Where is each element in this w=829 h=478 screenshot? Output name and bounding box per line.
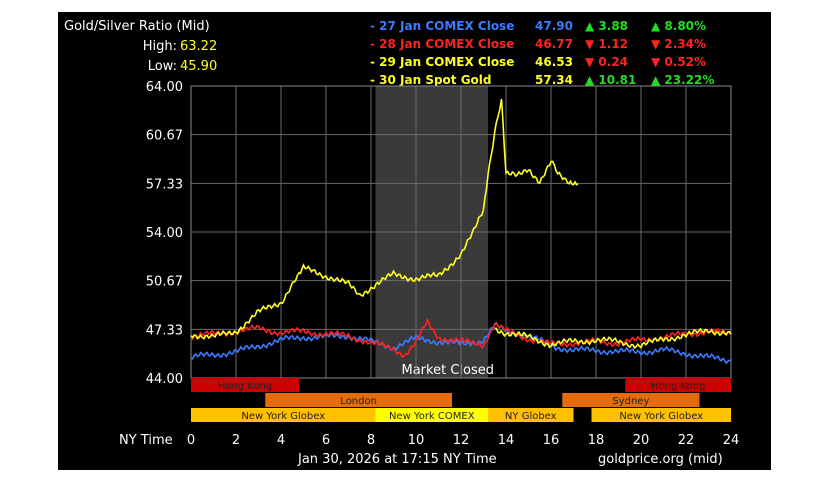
chart-frame: Gold/Silver Ratio (Mid) High: 63.22 Low:… — [58, 12, 771, 470]
session-bar — [265, 393, 452, 407]
legend-change: ▲ 10.81 — [585, 73, 636, 87]
session-bar — [591, 408, 731, 422]
x-tick-label: 8 — [367, 433, 375, 448]
low-label: Low: — [148, 59, 177, 74]
legend-pct: ▲ 23.22% — [651, 73, 714, 87]
legend-label: - 27 Jan COMEX Close — [370, 19, 514, 33]
session-label: NY Globex — [505, 411, 557, 422]
y-tick-label: 57.33 — [146, 177, 183, 192]
x-tick-label: 14 — [498, 433, 515, 448]
legend-label: - 28 Jan COMEX Close — [370, 37, 514, 51]
session-label: Hong Kong — [218, 381, 272, 392]
series-line — [190, 317, 732, 358]
y-tick-label: 50.67 — [146, 275, 183, 290]
session-label: New York Globex — [241, 411, 325, 422]
grid — [190, 85, 732, 379]
low-value: 45.90 — [180, 59, 217, 74]
session-label: London — [340, 396, 377, 407]
session-bar — [562, 393, 700, 407]
x-tick-label: 22 — [678, 433, 695, 448]
series-line — [494, 327, 732, 350]
x-tick-label: 10 — [408, 433, 425, 448]
plot-border — [190, 85, 732, 379]
session-bar — [375, 408, 488, 422]
y-tick-label: 44.00 — [146, 372, 183, 387]
session-label: New York COMEX — [389, 411, 475, 422]
market-closed-label: Market Closed — [402, 363, 495, 378]
footer-source: goldprice.org (mid) — [598, 452, 723, 467]
session-label: Hong Kong — [651, 381, 705, 392]
series-line — [190, 98, 579, 341]
legend-value: 46.77 — [535, 37, 573, 51]
x-tick-label: 24 — [723, 433, 740, 448]
legend-change: ▲ 3.88 — [585, 19, 628, 33]
footer-time: Jan 30, 2026 at 17:15 NY Time — [297, 452, 497, 467]
high-label: High: — [143, 39, 177, 54]
session-bar — [191, 378, 299, 392]
legend-pct: ▲ 8.80% — [651, 19, 706, 33]
session-bar — [191, 408, 376, 422]
legend-label: - 29 Jan COMEX Close — [370, 55, 514, 69]
legend-pct: ▼ 0.52% — [651, 55, 706, 69]
high-value: 63.22 — [180, 39, 217, 54]
x-tick-label: 4 — [277, 433, 285, 448]
x-tick-label: 6 — [322, 433, 330, 448]
x-tick-label: 2 — [232, 433, 240, 448]
legend-value: 57.34 — [535, 73, 573, 87]
x-tick-label: 18 — [588, 433, 605, 448]
session-bar — [488, 408, 574, 422]
chart-title: Gold/Silver Ratio (Mid) — [64, 19, 210, 34]
series-lines — [190, 98, 732, 365]
x-axis-label: NY Time — [119, 433, 173, 448]
legend: - 27 Jan COMEX Close 47.90 ▲ 3.88 ▲ 8.80% - … — [370, 19, 714, 87]
x-axis-ticks: 0 2 4 6 8 10 12 14 16 18 20 22 24 — [187, 433, 739, 448]
session-label: Sydney — [612, 396, 649, 407]
legend-change: ▼ 0.24 — [585, 55, 628, 69]
x-tick-label: 12 — [453, 433, 470, 448]
series-line — [190, 321, 732, 365]
trading-sessions: Hong Kong Hong Kong London Sydney New York G… — [191, 378, 731, 422]
x-tick-label: 20 — [633, 433, 650, 448]
y-tick-label: 64.00 — [146, 80, 183, 95]
session-label: New York Globex — [619, 411, 703, 422]
y-tick-label: 60.67 — [146, 129, 183, 144]
y-axis-ticks: 44.00 47.33 50.67 54.00 57.33 60.67 64.00 — [146, 80, 183, 387]
legend-value: 46.53 — [535, 55, 573, 69]
x-tick-label: 16 — [543, 433, 560, 448]
session-bar — [625, 378, 731, 392]
legend-change: ▼ 1.12 — [585, 37, 628, 51]
y-tick-label: 47.33 — [146, 323, 183, 338]
y-tick-label: 54.00 — [146, 226, 183, 241]
legend-label: - 30 Jan Spot Gold — [370, 73, 492, 87]
legend-pct: ▼ 2.34% — [651, 37, 706, 51]
gold-silver-ratio-chart: Gold/Silver Ratio (Mid) High: 63.22 Low:… — [64, 19, 739, 467]
legend-value: 47.90 — [535, 19, 573, 33]
x-tick-label: 0 — [187, 433, 195, 448]
